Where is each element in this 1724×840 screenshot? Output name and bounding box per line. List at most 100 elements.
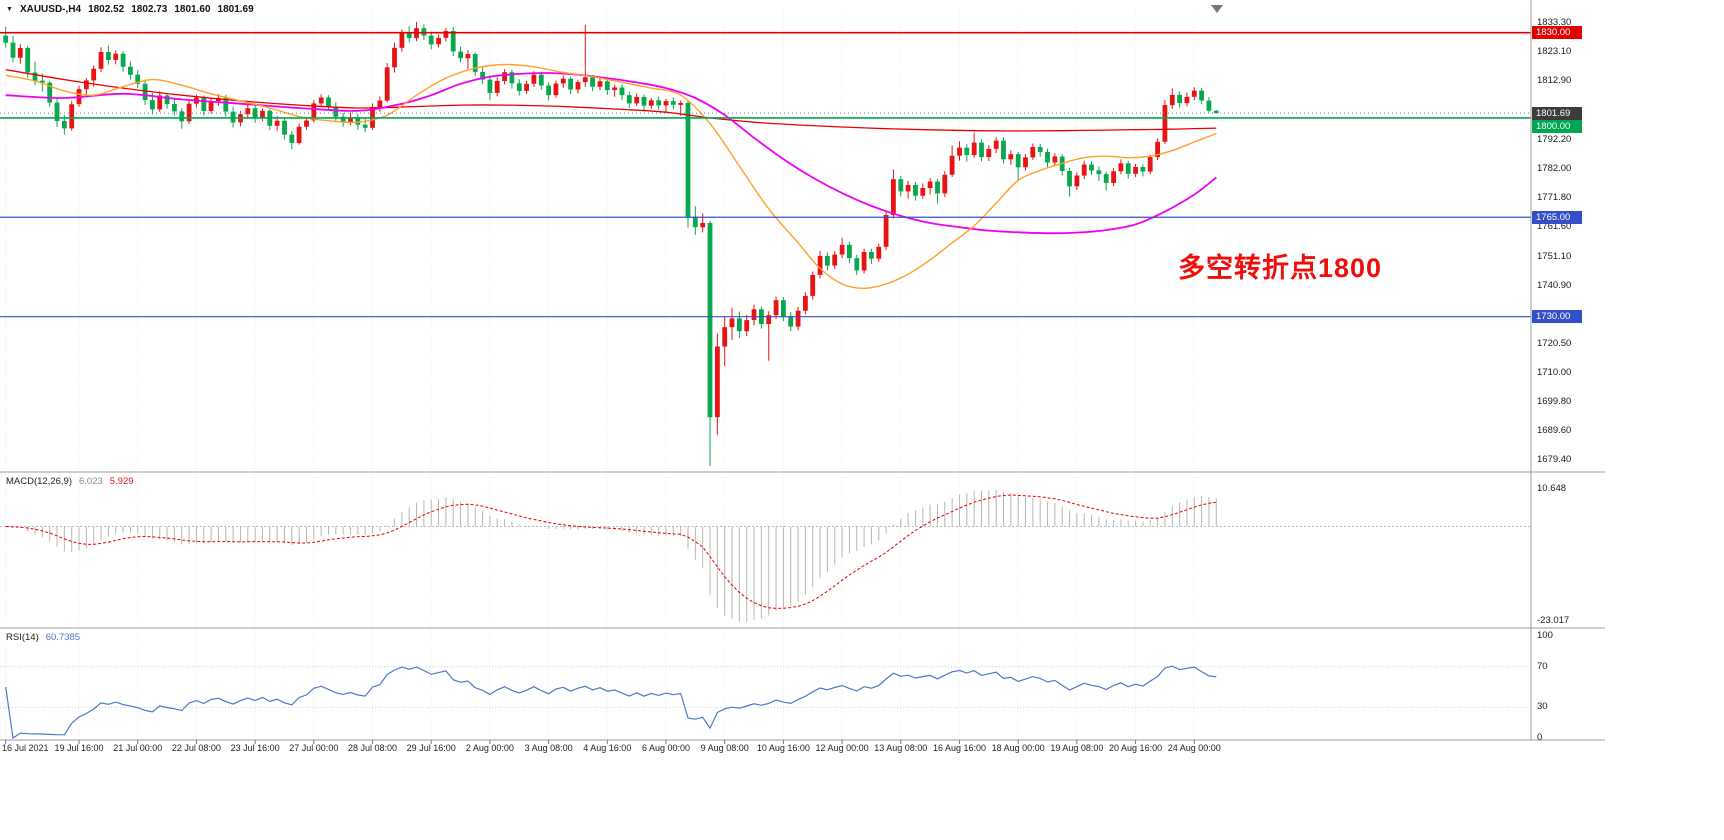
ohlc-high-value: 1802.73: [131, 4, 168, 15]
symbol-period-label: XAUUSD-,H4: [19, 4, 82, 15]
candle-bearish: [1089, 164, 1094, 171]
macd-indicator-name: MACD(12,26,9): [6, 476, 72, 487]
candle-bearish: [913, 184, 918, 196]
candle-bullish: [1162, 105, 1168, 142]
candle-bullish: [971, 142, 977, 156]
candle-bullish: [773, 300, 779, 316]
candle-bearish: [1037, 146, 1043, 152]
candle-bullish: [1052, 156, 1058, 163]
candle-bullish: [597, 81, 603, 87]
candle-bearish: [333, 106, 339, 117]
candle-bearish: [282, 120, 287, 135]
rsi-indicator-name: RSI(14): [6, 632, 39, 643]
candle-bearish: [898, 179, 904, 192]
candle-bearish: [1096, 170, 1102, 175]
candle-bearish: [509, 72, 515, 84]
candle-bearish: [685, 102, 691, 217]
candle-bullish: [612, 87, 617, 91]
candle-bullish: [861, 251, 867, 271]
candle-bullish: [715, 346, 720, 418]
candle-bullish: [274, 120, 280, 126]
candle-bearish: [47, 82, 53, 103]
candle-bearish: [10, 42, 16, 58]
candle-bearish: [289, 134, 295, 143]
candle-bullish: [678, 102, 684, 105]
candle-bullish: [17, 48, 23, 58]
candle-bearish: [62, 121, 67, 129]
candle-bearish: [32, 72, 38, 81]
candle-bearish: [935, 181, 940, 194]
candle-bearish: [869, 251, 874, 259]
candle-bearish: [472, 54, 478, 72]
candle-bearish: [179, 111, 185, 122]
candle-bullish: [560, 78, 566, 84]
candle-bearish: [326, 97, 331, 107]
candle-bullish: [1169, 94, 1175, 106]
candle-bullish: [751, 309, 757, 321]
candle-bearish: [406, 33, 412, 39]
candle-bullish: [810, 274, 816, 296]
candle-bullish: [1133, 167, 1138, 174]
candle-bearish: [538, 74, 544, 86]
candle-bullish: [502, 72, 507, 81]
candle-bearish: [604, 81, 610, 91]
ohlc-low-value: 1801.60: [174, 4, 211, 15]
candle-bullish: [465, 54, 471, 59]
candle-bearish: [1067, 171, 1072, 187]
candle-bearish: [458, 51, 463, 59]
candle-bearish: [1015, 154, 1021, 168]
candle-bullish: [208, 101, 214, 111]
candle-bullish: [1008, 154, 1014, 160]
candle-bearish: [421, 28, 427, 36]
rsi-value: 60.7385: [45, 632, 81, 643]
candle-bullish: [575, 82, 581, 90]
candle-bullish: [582, 77, 588, 83]
candle-bullish: [348, 117, 353, 122]
candle-bearish: [847, 244, 852, 259]
candle-bearish: [487, 79, 493, 93]
candle-bearish: [172, 104, 177, 112]
candle-bullish: [883, 215, 889, 247]
macd-signal-line: [5, 494, 1217, 609]
candle-bullish: [1118, 163, 1124, 172]
candle-bullish: [531, 74, 537, 84]
candle-bullish: [186, 103, 192, 122]
candle-bearish: [568, 78, 573, 90]
candle-bearish: [964, 147, 970, 156]
candle-bearish: [150, 100, 155, 110]
candle-bearish: [1213, 110, 1219, 114]
candle-bullish: [377, 100, 383, 108]
chart-header: ▼ XAUUSD-,H4 1802.52 1802.73 1801.60 180…: [6, 4, 254, 15]
candle-bearish: [781, 300, 786, 317]
candle-bearish: [3, 35, 9, 43]
ohlc-close-value: 1801.69: [217, 4, 254, 15]
symbol-dropdown-icon[interactable]: ▼: [6, 6, 13, 13]
candle-bullish: [1081, 164, 1087, 176]
candle-bearish: [1140, 167, 1146, 172]
candle-bearish: [252, 108, 258, 118]
candle-bearish: [979, 142, 984, 158]
candle-bullish: [304, 120, 309, 127]
annotation-text[interactable]: 多空转折点1800: [1178, 253, 1383, 283]
candle-bearish: [223, 98, 229, 112]
candle-bullish: [927, 181, 933, 188]
candle-bullish: [245, 108, 251, 115]
candle-bullish: [1147, 157, 1153, 172]
candle-bearish: [106, 52, 111, 60]
candle-bearish: [135, 74, 141, 84]
candle-bullish: [1111, 171, 1116, 183]
candle-bearish: [25, 48, 31, 73]
candle-bullish: [91, 68, 97, 81]
candle-bullish: [1191, 90, 1197, 97]
candle-bullish: [891, 179, 896, 215]
candle-bearish: [641, 96, 647, 106]
candle-bearish: [1177, 94, 1182, 104]
candle-bullish: [1023, 157, 1028, 168]
candle-bullish: [663, 101, 669, 106]
candle-bearish: [670, 101, 676, 105]
rsi-line: [5, 665, 1217, 740]
candle-bullish: [157, 95, 163, 110]
candle-bearish: [120, 53, 126, 67]
